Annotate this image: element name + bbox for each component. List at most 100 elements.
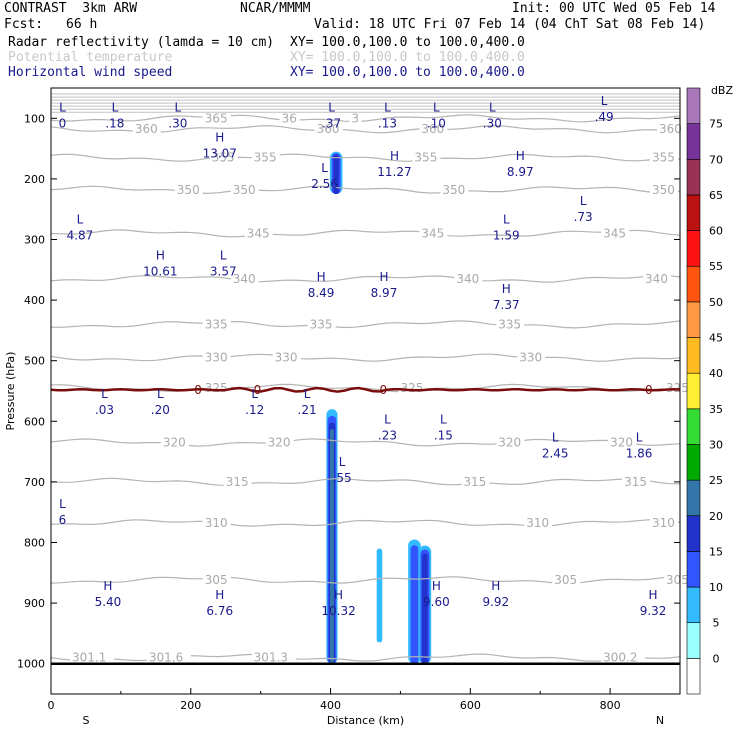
wind-extremum-type-23: L xyxy=(304,387,311,401)
wind-extremum-value-16: 3.57 xyxy=(210,265,237,279)
theta-label-bg-320-2 xyxy=(496,435,525,449)
theta-label-355-1: 355 xyxy=(254,151,277,165)
theta-label-bg-365-0 xyxy=(202,111,231,125)
y-tick-label-100: 100 xyxy=(24,112,45,125)
theta-label-bg-345-1 xyxy=(419,226,448,240)
theta-label-bg-315-1 xyxy=(461,474,490,488)
theta-label-350-3: 350 xyxy=(652,183,675,197)
theta-contour-345 xyxy=(50,229,681,238)
init-time: Init: 00 UTC Wed 05 Feb 14 xyxy=(512,1,716,16)
wind-extremum-value-23: .21 xyxy=(298,403,317,417)
zero-label-3: 0 xyxy=(645,383,653,397)
wind-extremum-type-30: H xyxy=(103,579,112,593)
reflectivity-cell-2-5 xyxy=(376,548,383,643)
wind-extremum-value-6: .30 xyxy=(483,116,502,130)
colorbar-swatch-5 xyxy=(686,479,701,517)
wind-extremum-value-22: .12 xyxy=(245,403,264,417)
theta-label-bg-340-0 xyxy=(230,271,259,285)
wind-extremum-type-35: H xyxy=(649,588,658,602)
wind-extremum-type-6: L xyxy=(489,100,496,114)
theta-label-350-1: 350 xyxy=(233,183,256,197)
wind-extremum-type-10: H xyxy=(390,149,399,163)
x-tick-label-800: 800 xyxy=(600,699,621,712)
theta-label-bg-360-1 xyxy=(314,122,343,136)
wind-extremum-type-15: H xyxy=(156,249,165,263)
fcst-value: 66 h xyxy=(66,17,98,32)
wind-extremum-value-11: 8.97 xyxy=(507,165,534,179)
y-tick-label-600: 600 xyxy=(24,415,45,428)
colorbar-swatch-1 xyxy=(686,622,701,659)
colorbar-swatch-0 xyxy=(686,658,701,695)
colorbar-label-25: 25 xyxy=(709,474,723,487)
colorbar-swatch-8 xyxy=(686,372,701,410)
theta-label-345-2: 345 xyxy=(603,226,626,240)
theta-label-310-0: 310 xyxy=(205,516,228,530)
theta-contour-310 xyxy=(50,519,681,527)
x-tick-label-0: 0 xyxy=(48,699,55,712)
wind-extremum-value-33: 9.60 xyxy=(423,595,450,609)
colorbar-swatch-2 xyxy=(686,586,701,624)
fcst-label: Fcst: xyxy=(4,17,44,32)
theta-label-325-0: 325 xyxy=(205,381,228,395)
wind-extremum-value-31: 6.76 xyxy=(206,604,233,618)
wind-extremum-value-26: 2.45 xyxy=(542,447,569,461)
y-tick-label-900: 900 xyxy=(24,597,45,610)
theta-label-300-1: 301.6 xyxy=(149,651,183,665)
theta-label-360-0: 360 xyxy=(135,122,158,136)
theta-label-bg-300-2 xyxy=(251,650,296,664)
theta-label-bg-355-2 xyxy=(412,150,441,164)
y-tick-label-500: 500 xyxy=(24,355,45,368)
wind-extremum-value-32: 10.32 xyxy=(321,604,355,618)
colorbar-label-10: 10 xyxy=(709,581,723,594)
wind-extremum-value-24: .23 xyxy=(378,428,397,442)
theta-contour-340 xyxy=(50,274,681,283)
theta-label-345-0: 345 xyxy=(247,226,270,240)
wind-extremum-type-31: H xyxy=(215,588,224,602)
field-reflectivity-xy: XY= 100.0,100.0 to 100.0,400.0 xyxy=(290,35,525,50)
wind-extremum-value-28: .55 xyxy=(333,471,352,485)
wind-extremum-type-0: L xyxy=(59,100,66,114)
wind-extremum-value-5: .10 xyxy=(427,116,446,130)
wind-extremum-value-20: .03 xyxy=(95,403,114,417)
colorbar-swatch-11 xyxy=(686,265,701,303)
colorbar-label-60: 60 xyxy=(709,225,723,238)
wind-extremum-value-30: 5.40 xyxy=(95,595,122,609)
theta-label-360-3: 360 xyxy=(659,122,682,136)
colorbar-label-70: 70 xyxy=(709,153,723,166)
theta-label-bg-360-2 xyxy=(419,122,448,136)
colorbar-label-45: 45 xyxy=(709,332,723,345)
theta-label-310-1: 310 xyxy=(526,516,549,530)
reflectivity-cell-3-10 xyxy=(410,545,419,664)
wind-extremum-value-12: 4.87 xyxy=(67,228,94,242)
wind-extremum-value-9: 2.56 xyxy=(311,177,338,191)
theta-contour-365 xyxy=(50,114,681,123)
theta-label-bg-360-3 xyxy=(657,122,686,136)
colorbar-label-35: 35 xyxy=(709,403,723,416)
y-tick-label-700: 700 xyxy=(24,476,45,489)
theta-label-315-0: 315 xyxy=(226,475,249,489)
theta-contour-335 xyxy=(50,320,681,329)
wind-extremum-type-2: L xyxy=(174,100,181,114)
theta-contour-330 xyxy=(50,353,681,362)
wind-extremum-value-21: .20 xyxy=(151,403,170,417)
x-tick-label-400: 400 xyxy=(320,699,341,712)
wind-extremum-type-21: L xyxy=(157,387,164,401)
theta-label-300-3: 300.2 xyxy=(603,651,637,665)
wind-extremum-value-29: 6 xyxy=(59,513,67,527)
theta-label-350-0: 350 xyxy=(177,183,200,197)
theta-label-bg-335-2 xyxy=(496,317,525,331)
colorbar-swatch-9 xyxy=(686,337,701,374)
theta-label-bg-340-1 xyxy=(454,271,483,285)
wind-extremum-type-25: L xyxy=(440,412,447,426)
theta-label-bg-355-0 xyxy=(209,150,238,164)
wind-extremum-value-17: 8.49 xyxy=(308,286,335,300)
theta-label-bg-350-0 xyxy=(174,182,203,196)
theta-label-bg-345-0 xyxy=(244,226,273,240)
x-tick-label-600: 600 xyxy=(460,699,481,712)
theta-label-355-3: 355 xyxy=(652,151,675,165)
theta-label-335-0: 335 xyxy=(205,317,228,331)
zero-label-2: 0 xyxy=(379,383,387,397)
wind-extremum-type-19: H xyxy=(502,282,511,296)
colorbar-label-50: 50 xyxy=(709,296,723,309)
theta-label-bg-305-0 xyxy=(202,573,231,587)
